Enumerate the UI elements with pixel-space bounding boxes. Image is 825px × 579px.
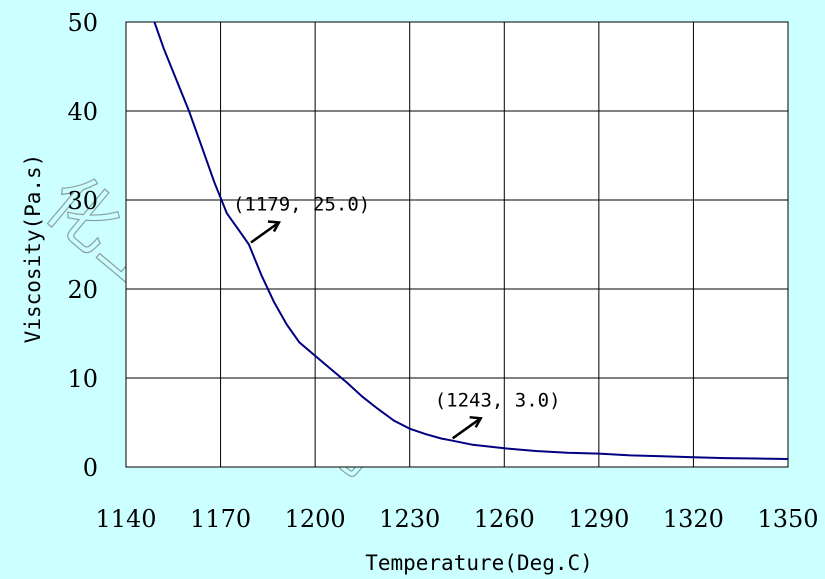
- annotation-arrowhead: [267, 220, 281, 233]
- x-axis-label: Temperature(Deg.C): [365, 551, 593, 575]
- annotation-arrowhead: [469, 416, 483, 428]
- x-tick-label: 1320: [663, 505, 724, 533]
- annotation-arrow: [451, 417, 482, 440]
- x-tick-label: 1140: [95, 505, 156, 533]
- x-tick-label: 1170: [190, 505, 251, 533]
- y-tick-label: 30: [67, 187, 98, 215]
- annotation-label: (1179, 25.0): [233, 194, 370, 216]
- y-tick-label: 10: [67, 365, 98, 393]
- x-tick-label: 1260: [474, 505, 535, 533]
- plot-area: [125, 21, 789, 468]
- annotations: (1179, 25.0) (1243, 3.0): [233, 194, 561, 440]
- x-tick-label: 1290: [568, 505, 629, 533]
- grid-lines: [126, 22, 788, 467]
- x-tick-label: 1200: [285, 505, 346, 533]
- y-tick-label: 20: [67, 276, 98, 304]
- y-axis-label: Viscosity(Pa.s): [21, 154, 45, 344]
- x-tick-label: 1350: [757, 505, 818, 533]
- annotation-arrow: [250, 221, 280, 244]
- annotation-label: (1243, 3.0): [435, 389, 561, 411]
- y-tick-label: 40: [67, 98, 98, 126]
- y-tick-label: 50: [67, 9, 98, 37]
- y-tick-label: 0: [83, 454, 98, 482]
- x-tick-label: 1230: [379, 505, 440, 533]
- series-line: [153, 21, 789, 460]
- tick-labels: 1140 1170 1200 1230 1260 1290 1320 1350 0 10 20 30 4…: [67, 9, 818, 533]
